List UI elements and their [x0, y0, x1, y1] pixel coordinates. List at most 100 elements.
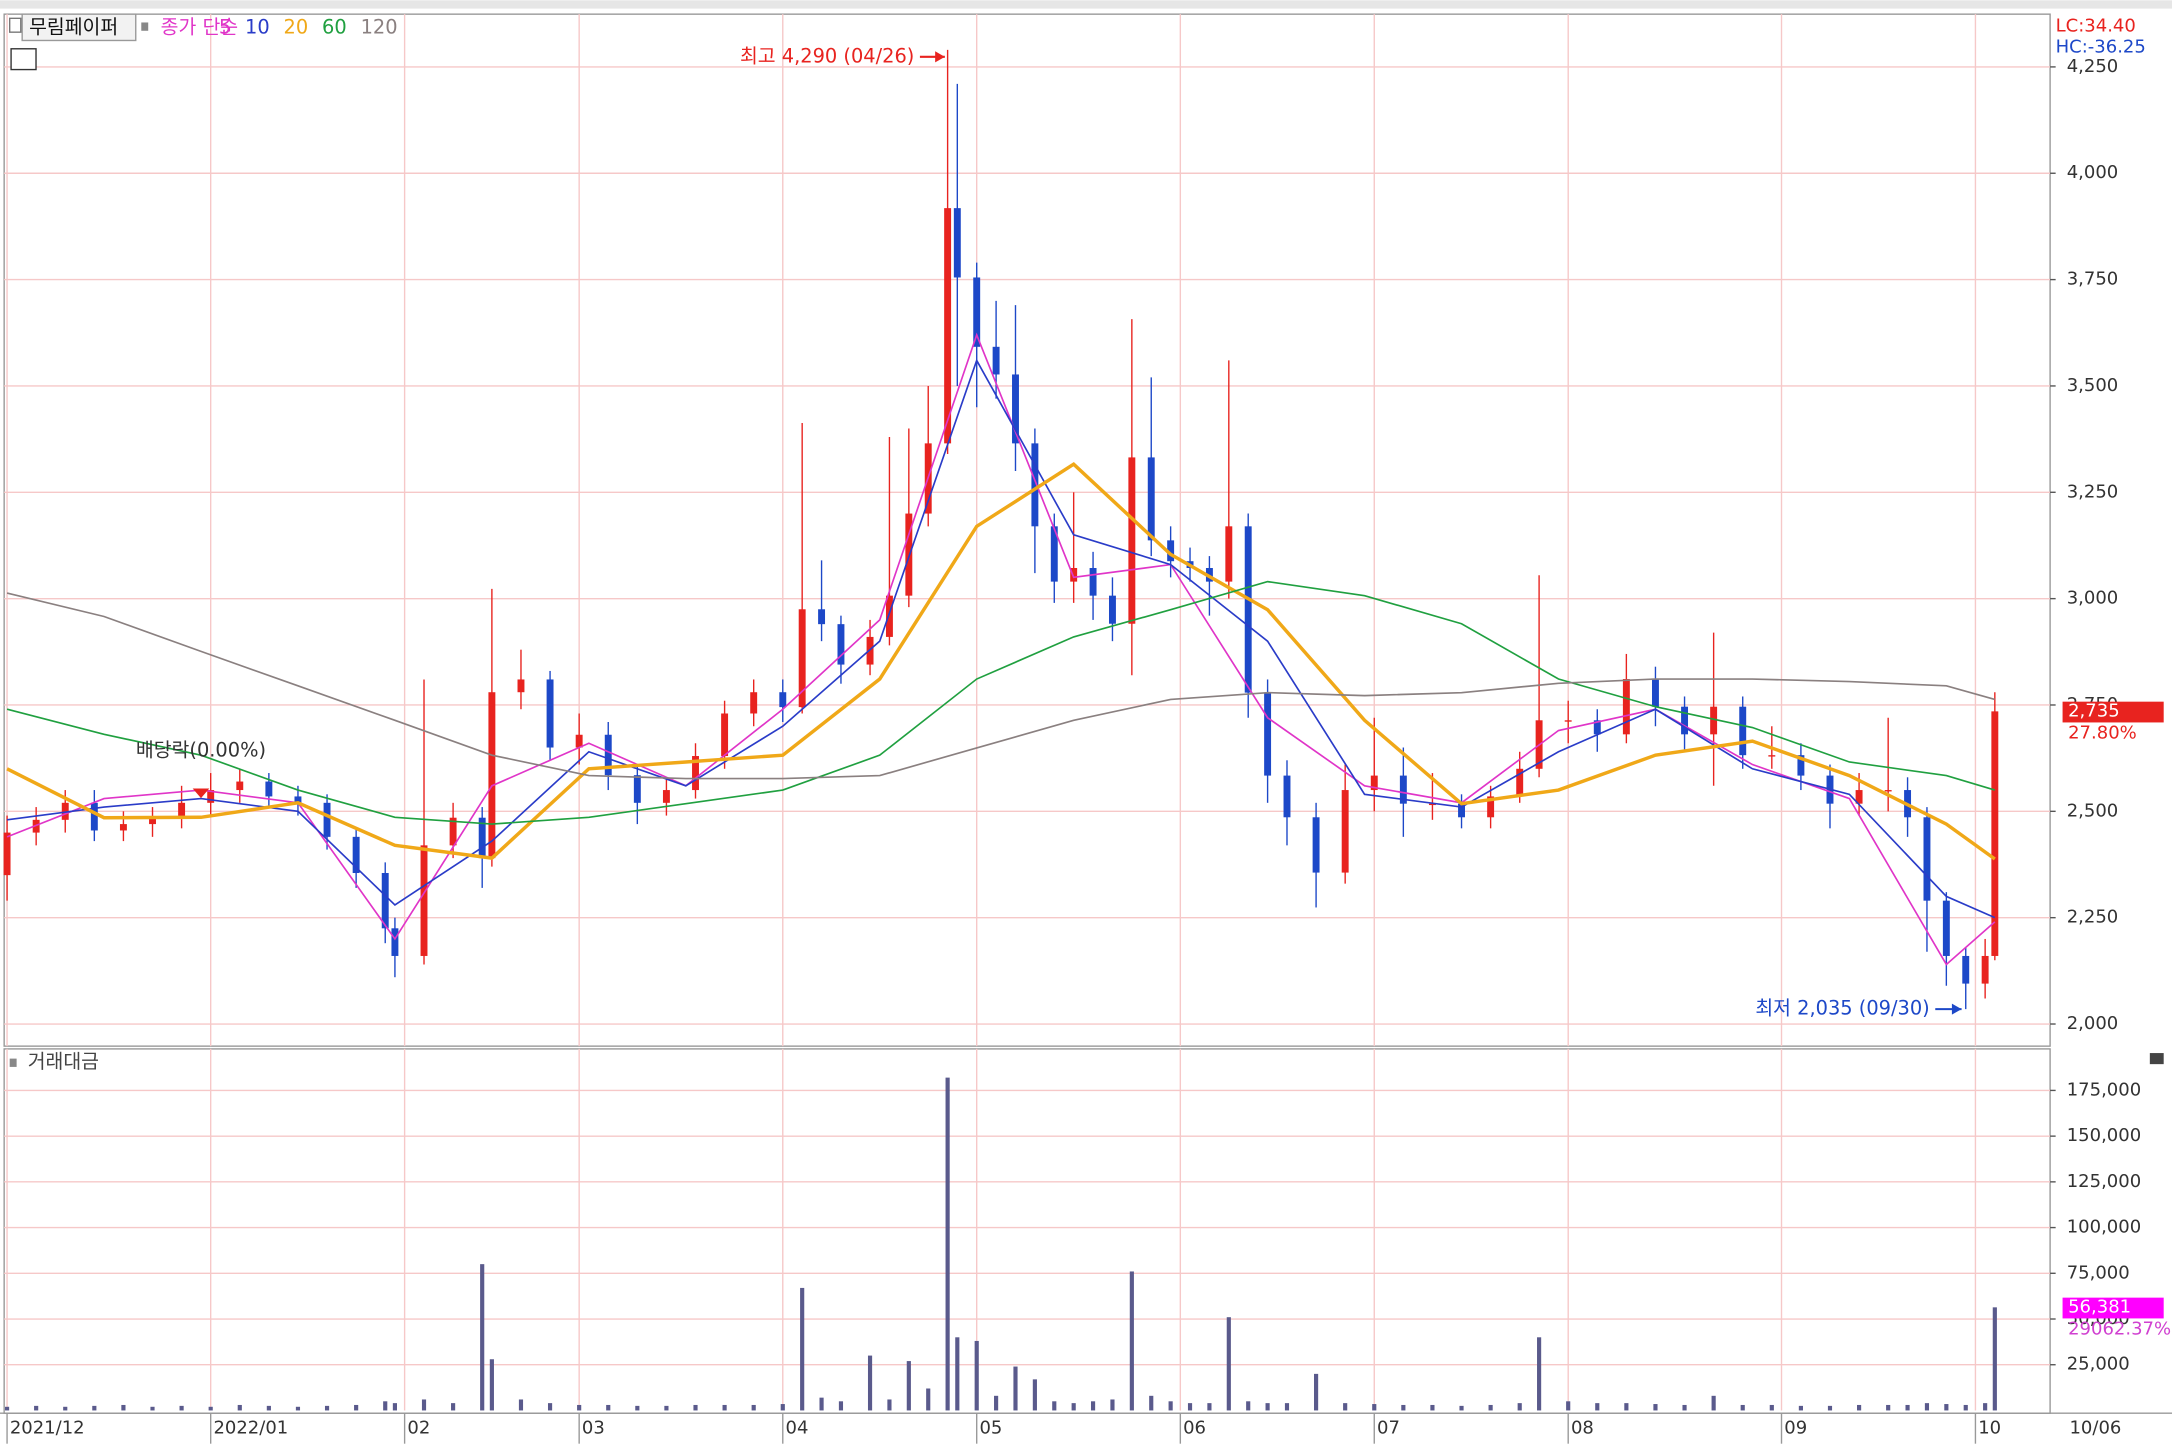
y-tick-label: 3,500: [2067, 375, 2119, 396]
legend-label: 5: [219, 16, 231, 39]
last-change: 27.80%: [2068, 723, 2137, 744]
volume-bar: [1284, 1403, 1290, 1411]
volume-bar: [751, 1404, 756, 1411]
candle-body: [294, 796, 302, 803]
volume-bar: [121, 1404, 126, 1411]
volume-bar: [800, 1287, 805, 1411]
volume-bar: [838, 1401, 844, 1411]
volume-bar: [577, 1404, 582, 1411]
volume-bar: [1827, 1405, 1833, 1411]
volume-bar: [1983, 1403, 1988, 1411]
candle-body: [837, 624, 845, 665]
x-tick-label: 02: [407, 1417, 430, 1438]
volume-bar: [1314, 1373, 1319, 1411]
y-tick-label: 4,250: [2067, 56, 2119, 77]
x-tick-label: 09: [1784, 1417, 1807, 1438]
candle-body: [119, 824, 127, 831]
volume-bar: [1740, 1404, 1745, 1411]
volume-bar: [1129, 1271, 1134, 1411]
candle-body: [953, 208, 961, 278]
candle-body: [352, 836, 360, 874]
volume-bar: [1071, 1403, 1076, 1411]
x-tick-label: 2021/12: [10, 1417, 85, 1438]
candle-body: [885, 595, 893, 637]
volume-bar: [994, 1395, 999, 1411]
candle-body: [3, 832, 11, 876]
candle-body: [1167, 540, 1175, 562]
candle-body: [692, 756, 699, 791]
candle-body: [798, 609, 806, 708]
candle-body: [1089, 568, 1097, 596]
candle-body: [1593, 720, 1601, 735]
volume-bar: [4, 1406, 10, 1411]
x-tick-label: 03: [582, 1417, 605, 1438]
volume-bar: [1372, 1404, 1377, 1411]
volume-bar: [1013, 1366, 1018, 1411]
candle-body: [1991, 711, 1999, 956]
candle-body: [604, 734, 612, 776]
annotation: 배당락(0.00%): [136, 739, 266, 762]
volume-bar: [63, 1406, 68, 1411]
volume-bar: [1624, 1403, 1629, 1411]
candle-body: [1516, 768, 1524, 797]
candle-body: [381, 873, 389, 929]
volume-bar: [1537, 1337, 1542, 1411]
volume-bar: [1857, 1404, 1862, 1411]
volume-bar: [1265, 1403, 1270, 1411]
y-tick-label: 150,000: [2067, 1125, 2141, 1146]
volume-bar: [955, 1337, 960, 1411]
annotation: 최고 4,290 (04/26): [740, 44, 914, 67]
candle-body: [1942, 900, 1950, 956]
volume-bar: [693, 1404, 698, 1411]
y-tick-label: 25,000: [2067, 1354, 2130, 1375]
volume-bar: [480, 1264, 485, 1411]
candle-body: [1739, 706, 1747, 756]
candle-body: [1128, 457, 1136, 624]
candle-body: [236, 781, 244, 791]
y-tick-label: 2,250: [2067, 907, 2119, 928]
annotation-arrowhead: [935, 51, 945, 63]
volume-bar: [819, 1397, 824, 1411]
candle-body: [973, 277, 981, 347]
candle-body: [1564, 720, 1572, 722]
volume-bar: [421, 1399, 427, 1411]
candle-body: [1283, 775, 1291, 818]
annotation-arrowhead: [1951, 1003, 1962, 1015]
candle-body: [478, 817, 486, 859]
y-tick-label: 4,000: [2067, 162, 2119, 183]
volume-bar: [324, 1405, 330, 1411]
volume-bar: [92, 1405, 97, 1411]
volume-bar: [1207, 1403, 1212, 1411]
icon: [141, 22, 149, 31]
volume-bar: [295, 1406, 301, 1411]
volume-bar: [489, 1359, 494, 1411]
volume-bar: [1682, 1404, 1687, 1411]
volume-bar: [208, 1406, 213, 1411]
volume-bar: [383, 1401, 388, 1411]
volume-bar: [1944, 1404, 1949, 1411]
title-box: [21, 13, 137, 42]
annotation: 최저 2,035 (09/30): [1755, 997, 1929, 1020]
y-tick-label: 3,750: [2067, 269, 2119, 290]
ma-line: [6, 462, 1996, 861]
volume-bar: [1187, 1403, 1193, 1411]
volume-bar: [451, 1403, 456, 1411]
icon: [9, 1058, 17, 1067]
volume-bar: [1711, 1395, 1716, 1411]
x-tick-label: 08: [1571, 1417, 1594, 1438]
y-tick-label: 3,000: [2067, 588, 2119, 609]
last-price-label: 2,735: [2068, 700, 2120, 721]
candle-body: [1923, 817, 1931, 901]
volume-bar: [606, 1404, 611, 1411]
candle-body: [391, 928, 399, 956]
candle-body: [449, 817, 457, 846]
candle-body: [1681, 706, 1689, 735]
candle-body: [265, 781, 273, 797]
volume-bar: [1924, 1403, 1930, 1411]
volume-bar: [1110, 1399, 1115, 1411]
legend-label: 20: [284, 16, 309, 39]
volume-bar: [1343, 1403, 1348, 1411]
volume-bar: [1798, 1405, 1803, 1411]
y-tick-label: 175,000: [2067, 1079, 2141, 1100]
candle-body: [1225, 526, 1233, 582]
